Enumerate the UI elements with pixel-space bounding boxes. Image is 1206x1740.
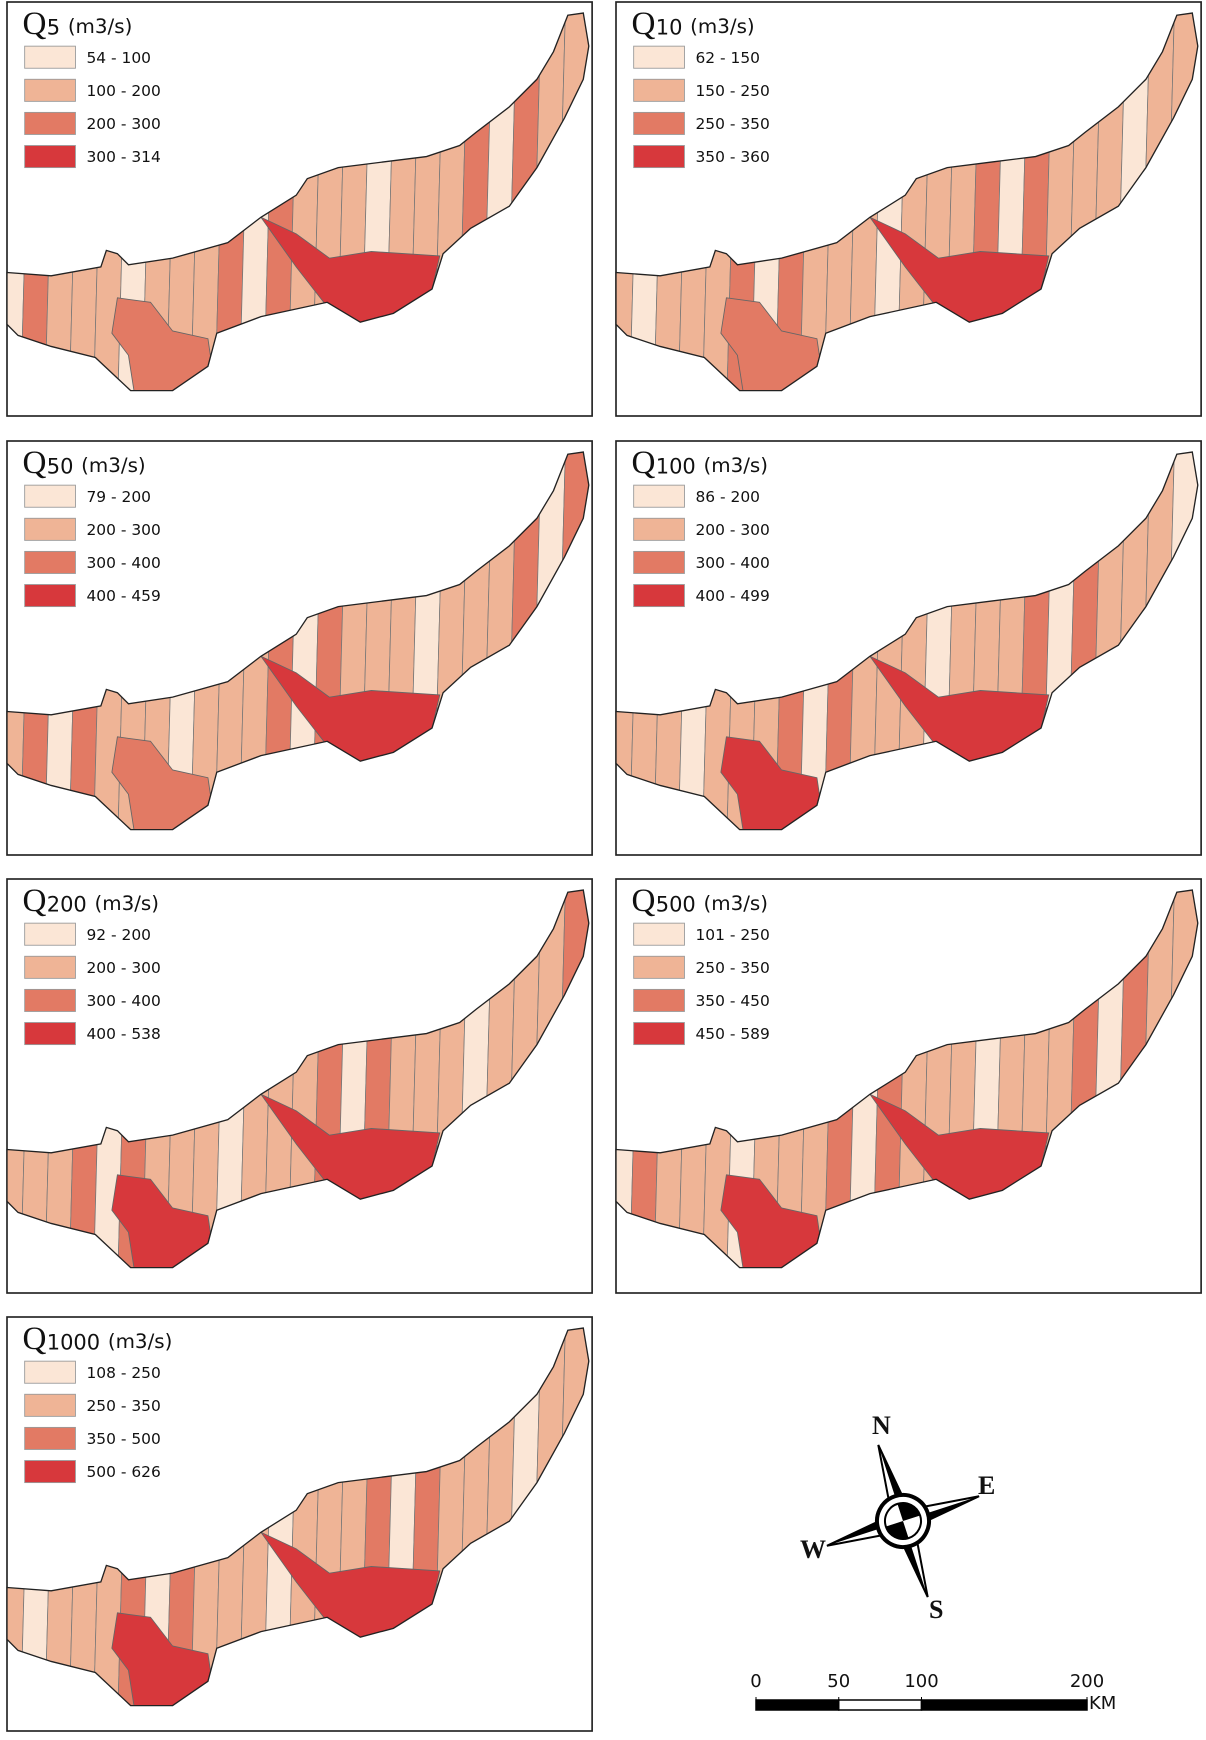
- return-period: 1000: [47, 1330, 100, 1354]
- legend-label: 300 - 400: [86, 992, 160, 1010]
- legend-swatch: [634, 585, 685, 607]
- legend-swatch: [25, 956, 76, 978]
- legend-swatch: [25, 1427, 76, 1449]
- legend-label: 500 - 626: [86, 1463, 160, 1481]
- legend-label: 200 - 300: [86, 959, 160, 977]
- legend-swatch: [25, 485, 76, 507]
- legend-swatch: [25, 551, 76, 573]
- scale-segment: [922, 1700, 1088, 1710]
- return-period: 50: [47, 454, 74, 478]
- period-symbol: Q: [631, 444, 655, 481]
- legend-swatch: [25, 1361, 76, 1383]
- scale-segment: [839, 1700, 922, 1710]
- legend-label: 300 - 400: [86, 554, 160, 572]
- legend-swatch: [634, 551, 685, 573]
- legend-label: 300 - 400: [695, 554, 769, 572]
- compass-s: S: [929, 1595, 943, 1624]
- legend-label: 200 - 300: [86, 115, 160, 133]
- legend-swatch: [634, 146, 685, 168]
- legend-swatch: [25, 79, 76, 101]
- return-period: 10: [656, 15, 683, 39]
- legend-label: 400 - 538: [86, 1025, 160, 1043]
- legend-swatch: [25, 518, 76, 540]
- unit-label: (m3/s): [68, 15, 133, 38]
- legend-swatch: [634, 956, 685, 978]
- legend-swatch: [634, 518, 685, 540]
- unit-label: (m3/s): [95, 892, 160, 915]
- legend-swatch: [25, 146, 76, 168]
- legend-label: 350 - 360: [695, 148, 769, 166]
- scale-unit: KM: [1089, 1693, 1116, 1714]
- legend-swatch: [25, 1461, 76, 1483]
- return-period: 100: [656, 454, 696, 478]
- compass-e: E: [978, 1471, 995, 1500]
- period-symbol: Q: [22, 882, 46, 919]
- unit-label: (m3/s): [108, 1330, 173, 1353]
- legend-label: 100 - 200: [86, 82, 160, 100]
- scale-label: 100: [904, 1671, 938, 1692]
- legend-swatch: [25, 989, 76, 1011]
- legend-swatch: [634, 923, 685, 945]
- legend-label: 300 - 314: [86, 148, 160, 166]
- legend-label: 200 - 300: [695, 521, 769, 539]
- return-period: 500: [656, 892, 696, 916]
- unit-label: (m3/s): [704, 454, 769, 477]
- legend-label: 400 - 459: [86, 587, 160, 605]
- period-symbol: Q: [22, 5, 46, 42]
- period-symbol: Q: [631, 5, 655, 42]
- unit-label: (m3/s): [81, 454, 146, 477]
- legend-label: 350 - 450: [695, 992, 769, 1010]
- period-symbol: Q: [631, 882, 655, 919]
- return-period: 5: [47, 15, 60, 39]
- legend-swatch: [25, 585, 76, 607]
- legend-label: 54 - 100: [86, 49, 151, 67]
- legend-swatch: [634, 485, 685, 507]
- scale-label: 200: [1070, 1671, 1104, 1692]
- legend-swatch: [25, 923, 76, 945]
- legend-swatch: [25, 112, 76, 134]
- legend-label: 250 - 350: [86, 1397, 160, 1415]
- legend-swatch: [25, 46, 76, 68]
- unit-label: (m3/s): [690, 15, 755, 38]
- return-period: 200: [47, 892, 87, 916]
- legend-label: 200 - 300: [86, 521, 160, 539]
- legend-label: 150 - 250: [695, 82, 769, 100]
- compass-w: W: [800, 1535, 826, 1564]
- legend-label: 62 - 150: [695, 49, 760, 67]
- legend-label: 250 - 350: [695, 959, 769, 977]
- figure: Q5(m3/s)54 - 100100 - 200200 - 300300 - …: [0, 0, 1206, 1736]
- period-symbol: Q: [22, 1320, 46, 1357]
- legend-swatch: [634, 989, 685, 1011]
- legend-label: 108 - 250: [86, 1364, 160, 1382]
- legend-swatch: [25, 1394, 76, 1416]
- legend-label: 101 - 250: [695, 926, 769, 944]
- legend-label: 79 - 200: [86, 488, 151, 506]
- scale-segment: [756, 1700, 839, 1710]
- legend-swatch: [634, 112, 685, 134]
- compass-n: N: [872, 1411, 891, 1440]
- legend-label: 450 - 589: [695, 1025, 769, 1043]
- scale-label: 0: [750, 1671, 761, 1692]
- legend-swatch: [634, 79, 685, 101]
- period-symbol: Q: [22, 444, 46, 481]
- legend-label: 92 - 200: [86, 926, 151, 944]
- scale-label: 50: [827, 1671, 850, 1692]
- unit-label: (m3/s): [704, 892, 769, 915]
- legend-swatch: [25, 1023, 76, 1045]
- legend-label: 400 - 499: [695, 587, 769, 605]
- legend-swatch: [634, 1023, 685, 1045]
- legend-label: 350 - 500: [86, 1430, 160, 1448]
- legend-swatch: [634, 46, 685, 68]
- legend-label: 250 - 350: [695, 115, 769, 133]
- legend-label: 86 - 200: [695, 488, 760, 506]
- compass: [802, 1420, 1004, 1622]
